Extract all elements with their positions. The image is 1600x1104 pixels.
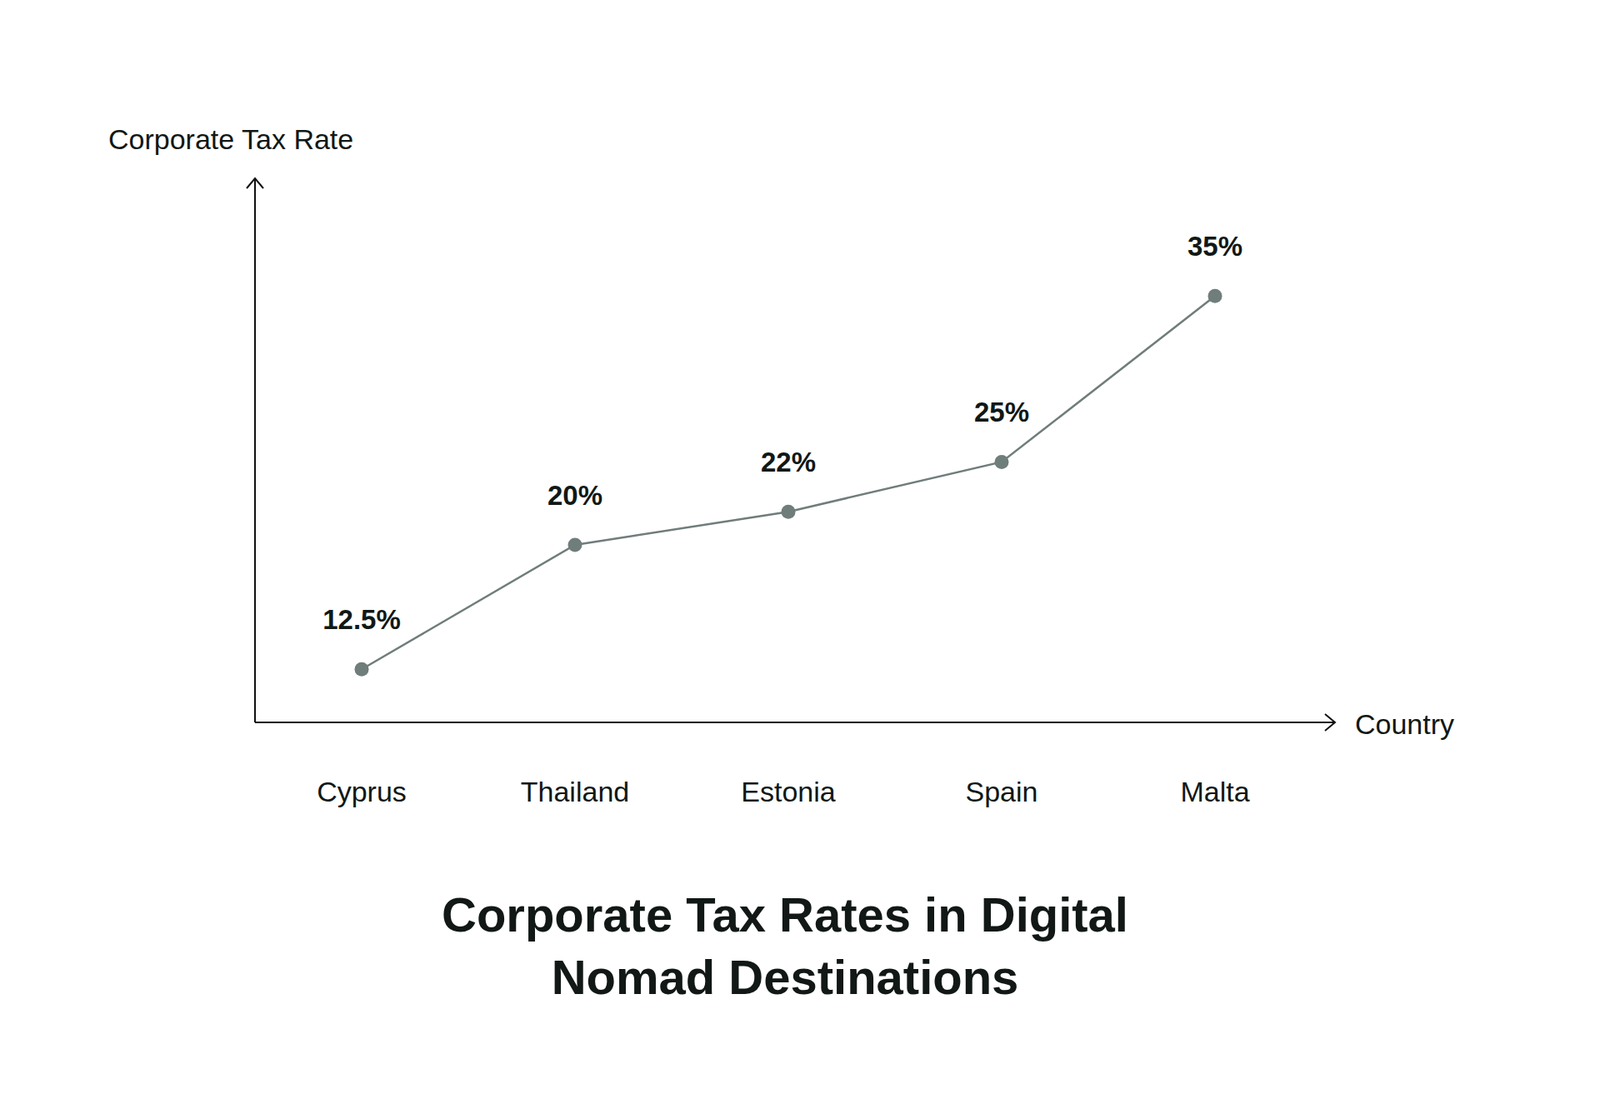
x-tick-label: Spain (965, 775, 1039, 808)
title-line: Nomad Destinations (551, 950, 1020, 1005)
point (355, 662, 370, 677)
x-tick-label: Thailand (520, 775, 630, 808)
data-label: 12.5% (322, 604, 401, 635)
point (568, 537, 583, 552)
point (781, 505, 796, 520)
point (995, 455, 1010, 470)
x-tick-label: Cyprus (316, 775, 407, 808)
series-line (361, 295, 1215, 670)
chart: Corporate Tax Rate Country Cyprus Thailand E… (0, 0, 1600, 1104)
y-axis (254, 178, 256, 723)
plot-area (355, 289, 1223, 677)
y-axis-label: Corporate Tax Rate (108, 123, 354, 155)
title: Corporate Tax Rates in Digital Nomad Dest… (441, 887, 1129, 1005)
data-label: 25% (974, 396, 1030, 428)
x-axis-arrow (1325, 714, 1335, 731)
y-axis-arrow (246, 178, 264, 189)
x-axis-label: Country (1355, 708, 1455, 740)
point (1208, 289, 1223, 304)
data-label: 20% (547, 480, 603, 511)
title-line: Corporate Tax Rates in Digital (441, 887, 1129, 942)
x-tick-label: Malta (1180, 775, 1250, 808)
data-label: 35% (1187, 230, 1243, 262)
data-label: 22% (760, 446, 816, 478)
x-tick-label: Estonia (740, 775, 835, 808)
x-axis (255, 721, 1335, 724)
